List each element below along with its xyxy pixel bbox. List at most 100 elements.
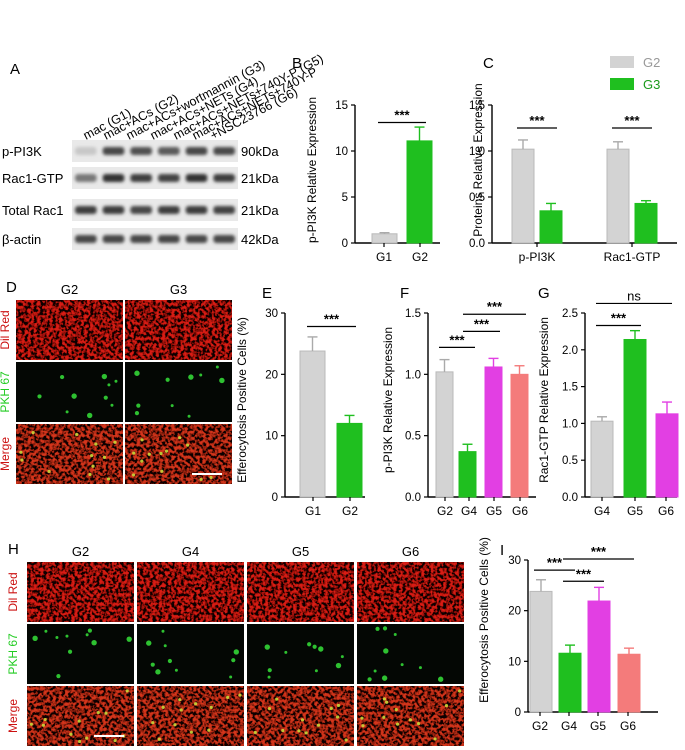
panel-label-a: A: [10, 61, 20, 78]
significance-label: ***: [394, 107, 410, 122]
y-tick-label: 1.5: [469, 100, 485, 112]
blot-kda-label: 21kDa: [241, 203, 279, 218]
yellow-cell: [102, 455, 107, 460]
green-cell: [375, 626, 380, 631]
significance-label: ***: [487, 299, 503, 314]
yellow-cell: [253, 730, 257, 735]
yellow-cell: [157, 737, 161, 741]
micro-image: [247, 624, 354, 684]
y-tick-label: 2.0: [562, 345, 578, 357]
green-cell: [165, 377, 170, 382]
green-cell: [114, 379, 118, 383]
blot-band: [130, 174, 152, 182]
yellow-cell: [394, 707, 398, 712]
blot-band: [75, 235, 97, 243]
panel-label-f: F: [400, 285, 409, 302]
panel-label-b: B: [292, 55, 302, 72]
yellow-cell: [77, 739, 82, 744]
yellow-cell: [77, 719, 81, 723]
yellow-cell: [281, 728, 285, 733]
significance-label: ***: [529, 113, 545, 128]
blot-band: [158, 174, 180, 182]
panel-label-h: H: [8, 541, 19, 558]
green-cell: [91, 640, 97, 646]
blot-band: [185, 206, 208, 214]
green-cell: [382, 626, 388, 631]
micro-row-label: PKH 67: [6, 633, 20, 675]
blot-row-label: p-PI3K: [2, 144, 42, 159]
y-axis-label: Rac1-GTP Relative Expression: [537, 317, 551, 483]
yellow-cell: [179, 708, 183, 712]
yellow-cell: [85, 736, 89, 740]
yellow-cell: [96, 710, 100, 715]
significance-label: ***: [324, 311, 340, 326]
y-tick-label: 1.0: [469, 146, 485, 158]
x-tick-label: G5: [486, 504, 502, 518]
yellow-cell: [164, 449, 169, 453]
yellow-cell: [161, 705, 165, 709]
panel-label-d: D: [6, 279, 17, 296]
yellow-cell: [140, 459, 144, 463]
green-cell: [215, 365, 219, 369]
bar: [623, 338, 647, 498]
green-cell: [367, 677, 372, 682]
micro-col-label: G2: [61, 282, 78, 297]
legend-label: G2: [643, 55, 660, 70]
x-tick-label: G5: [590, 719, 606, 733]
blot-band: [213, 206, 235, 214]
green-cell: [44, 629, 48, 633]
blot-row-label: Total Rac1: [2, 203, 63, 218]
y-tick-label: 30: [265, 308, 278, 320]
green-cell: [267, 675, 271, 679]
yellow-cell: [104, 711, 108, 715]
micro-image: [27, 562, 134, 622]
green-cell: [335, 662, 342, 669]
y-tick-label: 30: [508, 555, 521, 567]
y-tick-label: 1.5: [562, 382, 578, 394]
yellow-cell: [395, 722, 400, 726]
yellow-cell: [238, 693, 242, 697]
blot-band: [158, 147, 180, 155]
green-cell: [37, 394, 42, 399]
x-tick-label: G4: [594, 504, 610, 518]
green-cell: [56, 673, 61, 679]
blot-row-label: β-actin: [2, 232, 41, 247]
micro-image: [247, 686, 354, 746]
x-tick-label: G1: [305, 504, 321, 518]
panel-h: H G2 G4 G5 G6 Dil Red PKH 67 Merge: [6, 541, 464, 746]
green-cell: [264, 644, 270, 650]
bar: [539, 210, 563, 244]
yellow-cell: [457, 689, 462, 693]
y-tick-label: 1.0: [405, 369, 421, 381]
yellow-cell: [207, 728, 211, 732]
micro-image: [357, 624, 464, 684]
yellow-cell: [361, 724, 365, 728]
bar: [558, 652, 582, 713]
blot-band: [158, 235, 180, 243]
blot-kda-label: 90kDa: [241, 144, 279, 159]
significance-label: ns: [627, 288, 641, 303]
blot-row-label: Rac1-GTP: [2, 171, 63, 186]
green-cell: [381, 675, 388, 681]
micro-image: [137, 562, 244, 622]
yellow-cell: [336, 703, 341, 708]
yellow-cell: [19, 450, 23, 454]
green-cell: [373, 669, 377, 673]
y-tick-label: 1.5: [405, 308, 421, 320]
chart-i: I 0 10 20 30 Efferocytosis Positive Cells (%…: [477, 537, 658, 733]
yellow-cell: [131, 473, 136, 477]
significance-label: ***: [611, 311, 627, 326]
blot-band: [213, 147, 235, 155]
significance-label: ***: [591, 544, 607, 559]
yellow-cell: [178, 698, 182, 702]
green-cell: [314, 669, 318, 673]
green-cell: [400, 663, 404, 667]
blot-kda-label: 42kDa: [241, 232, 279, 247]
micro-col-label: G6: [402, 544, 419, 559]
green-cell: [167, 658, 173, 664]
micro-row-label: Merge: [0, 437, 12, 471]
yellow-cell: [275, 697, 279, 701]
micro-image: [247, 562, 354, 622]
blot-strip: [72, 140, 238, 162]
